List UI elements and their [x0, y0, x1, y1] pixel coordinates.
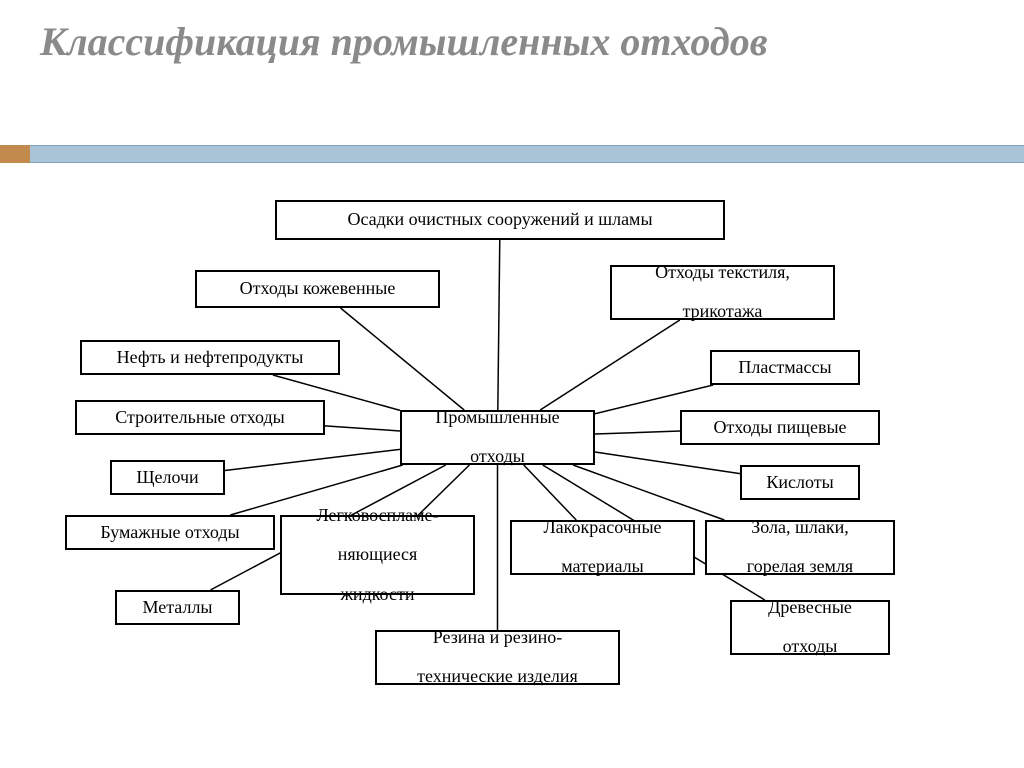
- node-oil: Нефть и нефтепродукты: [80, 340, 340, 375]
- node-center: Промышленныеотходы: [400, 410, 595, 465]
- node-paper: Бумажные отходы: [65, 515, 275, 550]
- edge: [524, 465, 577, 520]
- node-alkali: Щелочи: [110, 460, 225, 495]
- node-ash: Зола, шлаки,горелая земля: [705, 520, 895, 575]
- edge: [341, 308, 465, 410]
- node-flamm: Легковоспламе-няющиесяжидкости: [280, 515, 475, 595]
- edge: [595, 431, 680, 434]
- accent-stub: [0, 145, 30, 163]
- node-metal: Металлы: [115, 590, 240, 625]
- page-title: Классификация промышленных отходов: [40, 20, 984, 64]
- node-top: Осадки очистных сооружений и шламы: [275, 200, 725, 240]
- node-constr: Строительные отходы: [75, 400, 325, 435]
- edge: [595, 452, 740, 474]
- node-food: Отходы пищевые: [680, 410, 880, 445]
- edge: [498, 240, 500, 410]
- node-leather: Отходы кожевенные: [195, 270, 440, 308]
- node-wood: Древесныеотходы: [730, 600, 890, 655]
- edge: [225, 449, 400, 470]
- node-paint: Лакокрасочныематериалы: [510, 520, 695, 575]
- classification-diagram: Промышленныеотходы Осадки очистных сооруж…: [0, 170, 1024, 768]
- node-rubber: Резина и резино-технические изделия: [375, 630, 620, 685]
- node-acid: Кислоты: [740, 465, 860, 500]
- accent-bar: [0, 145, 1024, 163]
- node-plastic: Пластмассы: [710, 350, 860, 385]
- node-textile: Отходы текстиля,трикотажа: [610, 265, 835, 320]
- edge: [573, 465, 724, 520]
- edge: [540, 320, 680, 410]
- edge: [325, 426, 400, 431]
